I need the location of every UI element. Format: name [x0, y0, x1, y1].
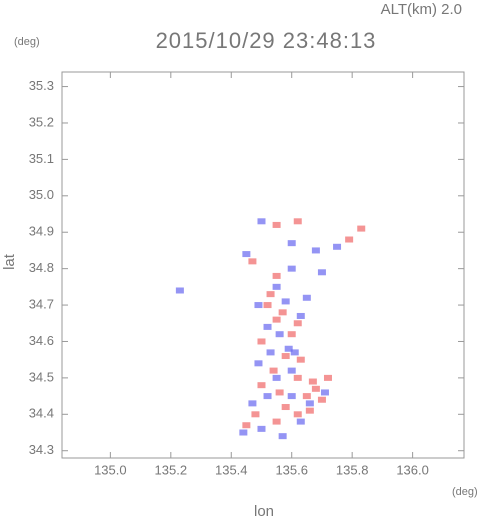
- radar-echo: [296, 356, 305, 363]
- radar-echo: [311, 247, 320, 254]
- radar-echo: [266, 291, 275, 298]
- radar-echo: [287, 240, 296, 247]
- radar-echo: [254, 360, 263, 367]
- y-tick-label: 35.2: [29, 114, 54, 129]
- y-tick-label: 34.4: [29, 406, 54, 421]
- radar-echo: [287, 331, 296, 338]
- radar-echo: [302, 393, 311, 400]
- y-tick-label: 35.1: [29, 151, 54, 166]
- y-tick-label: 34.8: [29, 260, 54, 275]
- radar-echo: [272, 283, 281, 290]
- radar-echo: [345, 236, 354, 243]
- radar-echo: [275, 389, 284, 396]
- radar-echo: [263, 302, 272, 309]
- radar-echo: [239, 429, 248, 436]
- radar-echo: [293, 218, 302, 225]
- x-tick-label: 135.4: [215, 462, 248, 477]
- radar-echo: [251, 411, 260, 418]
- radar-echo: [281, 298, 290, 305]
- radar-echo: [281, 404, 290, 411]
- radar-echo: [269, 367, 278, 374]
- radar-echo: [281, 353, 290, 360]
- radar-echo: [308, 378, 317, 385]
- radar-echo: [272, 418, 281, 425]
- y-unit: (deg): [14, 36, 40, 48]
- radar-echo: [242, 251, 251, 258]
- radar-echo: [257, 425, 266, 432]
- radar-echo: [305, 400, 314, 407]
- radar-echo: [257, 218, 266, 225]
- radar-echo: [293, 411, 302, 418]
- radar-echo: [248, 400, 257, 407]
- radar-echo: [275, 331, 284, 338]
- radar-echo: [305, 407, 314, 414]
- radar-echo: [287, 393, 296, 400]
- altitude-label: ALT(km) 2.0: [381, 1, 462, 18]
- radar-echo: [333, 243, 342, 250]
- radar-echo: [302, 294, 311, 301]
- radar-echo: [257, 382, 266, 389]
- x-tick-label: 135.0: [94, 462, 127, 477]
- radar-echo: [278, 309, 287, 316]
- radar-echo: [263, 323, 272, 330]
- radar-echo: [317, 269, 326, 276]
- radar-echo: [323, 374, 332, 381]
- radar-echo: [263, 393, 272, 400]
- radar-echo: [272, 316, 281, 323]
- plot-frame: [61, 71, 465, 459]
- x-tick-label: 135.8: [336, 462, 369, 477]
- radar-echo: [320, 389, 329, 396]
- x-tick-label: 136.0: [396, 462, 429, 477]
- radar-echo: [311, 385, 320, 392]
- radar-echo: [287, 265, 296, 272]
- radar-echo: [293, 320, 302, 327]
- radar-echo: [278, 433, 287, 440]
- radar-echo: [272, 221, 281, 228]
- radar-echo: [272, 272, 281, 279]
- y-axis-label: lat: [1, 253, 18, 270]
- chart-title: 2015/10/29 23:48:13: [156, 28, 377, 53]
- y-tick-label: 34.7: [29, 296, 54, 311]
- x-tick-label: 135.2: [155, 462, 188, 477]
- radar-echo: [357, 225, 366, 232]
- x-axis-label: lon: [254, 503, 274, 520]
- radar-echo: [293, 374, 302, 381]
- y-tick-label: 34.3: [29, 442, 54, 457]
- y-tick-label: 34.9: [29, 224, 54, 239]
- radar-echo: [317, 396, 326, 403]
- radar-echo: [242, 422, 251, 429]
- radar-echo: [175, 287, 184, 294]
- radar-echo: [296, 418, 305, 425]
- radar-echo: [284, 345, 293, 352]
- y-tick-label: 35.0: [29, 187, 54, 202]
- y-tick-label: 34.5: [29, 369, 54, 384]
- radar-echo: [257, 338, 266, 345]
- y-tick-label: 35.3: [29, 78, 54, 93]
- radar-echo: [287, 367, 296, 374]
- radar-echo: [266, 349, 275, 356]
- x-unit: (deg): [452, 486, 478, 498]
- x-tick-label: 135.6: [275, 462, 308, 477]
- radar-echo: [272, 374, 281, 381]
- radar-echo: [248, 258, 257, 265]
- radar-echo: [296, 312, 305, 319]
- radar-echo: [254, 302, 263, 309]
- radar-echo: [290, 349, 299, 356]
- y-tick-label: 34.6: [29, 333, 54, 348]
